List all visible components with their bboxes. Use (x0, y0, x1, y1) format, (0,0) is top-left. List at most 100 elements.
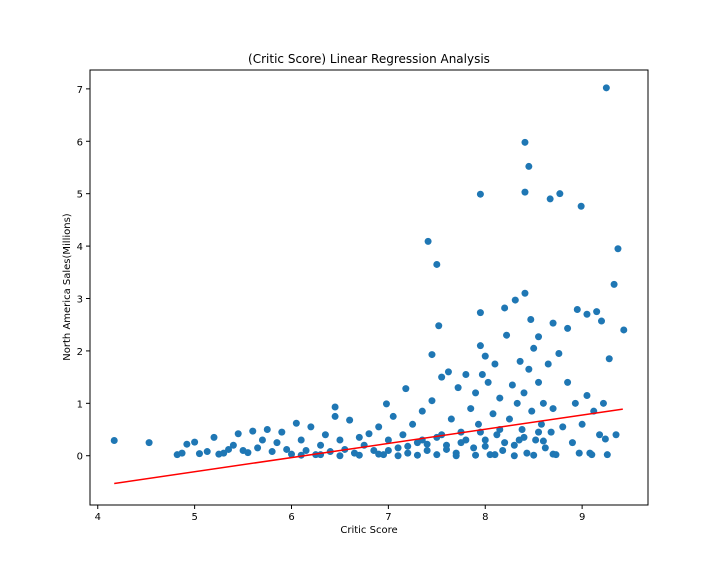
scatter-point (511, 296, 519, 304)
scatter-point (601, 435, 609, 443)
scatter-point (539, 399, 547, 407)
scatter-point (355, 451, 363, 459)
x-tick-label: 9 (579, 512, 585, 523)
scatter-point (583, 310, 591, 318)
scatter-point (195, 450, 203, 458)
scatter-point (409, 420, 417, 428)
scatter-point (515, 436, 523, 444)
scatter-point (493, 431, 501, 439)
scatter-point (433, 260, 441, 268)
scatter-point (474, 420, 482, 428)
x-tick-label: 5 (191, 512, 197, 523)
scatter-point (476, 342, 484, 350)
scatter-point (389, 412, 397, 420)
scatter-point (546, 195, 554, 203)
scatter-point (520, 389, 528, 397)
scatter-point (302, 446, 310, 454)
scatter-point (365, 430, 373, 438)
scatter-point (530, 451, 538, 459)
scatter-point (532, 436, 540, 444)
scatter-point (508, 381, 516, 389)
scatter-point (331, 412, 339, 420)
scatter-point (321, 431, 329, 439)
scatter-point (444, 368, 452, 376)
scatter-point (599, 399, 607, 407)
scatter-point (549, 450, 557, 458)
scatter-point (418, 407, 426, 415)
scatter-point (549, 405, 557, 413)
scatter-point (433, 451, 441, 459)
scatter-point (496, 394, 504, 402)
scatter-point (394, 444, 402, 452)
scatter-point (537, 420, 545, 428)
scatter-point (596, 431, 604, 439)
scatter-point (375, 423, 383, 431)
scatter-point (527, 315, 535, 323)
scatter-point (564, 324, 572, 332)
y-tick-label: 3 (77, 295, 83, 306)
scatter-point (573, 306, 581, 314)
scatter-point (510, 452, 518, 460)
scatter-point (355, 433, 363, 441)
scatter-point (489, 410, 497, 418)
scatter-point (603, 451, 611, 459)
scatter-point (382, 400, 390, 408)
scatter-point (435, 322, 443, 330)
scatter-point (438, 373, 446, 381)
scatter-point (317, 441, 325, 449)
scatter-point (578, 420, 586, 428)
scatter-point (602, 84, 610, 92)
scatter-point (229, 441, 237, 449)
scatter-point (452, 452, 460, 460)
scatter-point (525, 162, 533, 170)
scatter-point (539, 437, 547, 445)
scatter-point (530, 344, 538, 352)
scatter-point (535, 428, 543, 436)
scatter-point (521, 188, 529, 196)
scatter-point (292, 419, 300, 427)
scatter-point (476, 309, 484, 317)
scatter-point (598, 317, 605, 325)
y-tick-label: 5 (77, 190, 83, 201)
scatter-point (499, 446, 507, 454)
scatter-point (486, 451, 494, 459)
scatter-point (346, 416, 354, 424)
y-tick-label: 4 (77, 242, 83, 253)
scatter-point (423, 446, 431, 454)
scatter-point (423, 440, 431, 448)
scatter-point (234, 430, 242, 438)
y-tick-label: 7 (77, 85, 83, 96)
scatter-point (556, 190, 564, 198)
scatter-point (516, 357, 524, 365)
y-tick-label: 0 (77, 452, 83, 463)
scatter-point (605, 355, 613, 363)
scatter-point (476, 190, 484, 198)
scatter-point (457, 439, 465, 447)
chart-title: (Critic Score) Linear Regression Analysi… (248, 52, 490, 66)
scatter-point (535, 378, 543, 386)
y-axis-label: North America Sales(Millions) (62, 213, 73, 361)
plot-frame (89, 69, 649, 506)
scatter-point (254, 444, 262, 452)
scatter-point (384, 446, 392, 454)
scatter-point (510, 441, 518, 449)
scatter-point (481, 436, 489, 444)
scatter-point (577, 202, 585, 210)
x-tick-label: 6 (288, 512, 294, 523)
regression-line (114, 408, 623, 485)
scatter-point (541, 444, 549, 452)
scatter-point (297, 436, 305, 444)
scatter-point (614, 245, 622, 253)
scatter-point (521, 138, 529, 146)
scatter-point (145, 439, 153, 447)
scatter-point (428, 351, 436, 359)
scatter-point (568, 439, 576, 447)
scatter-point (593, 308, 601, 316)
scatter-point (384, 436, 392, 444)
scatter-point (375, 450, 383, 458)
scatter-point (454, 384, 462, 392)
scatter-point (399, 431, 407, 439)
scatter-point (470, 444, 478, 452)
